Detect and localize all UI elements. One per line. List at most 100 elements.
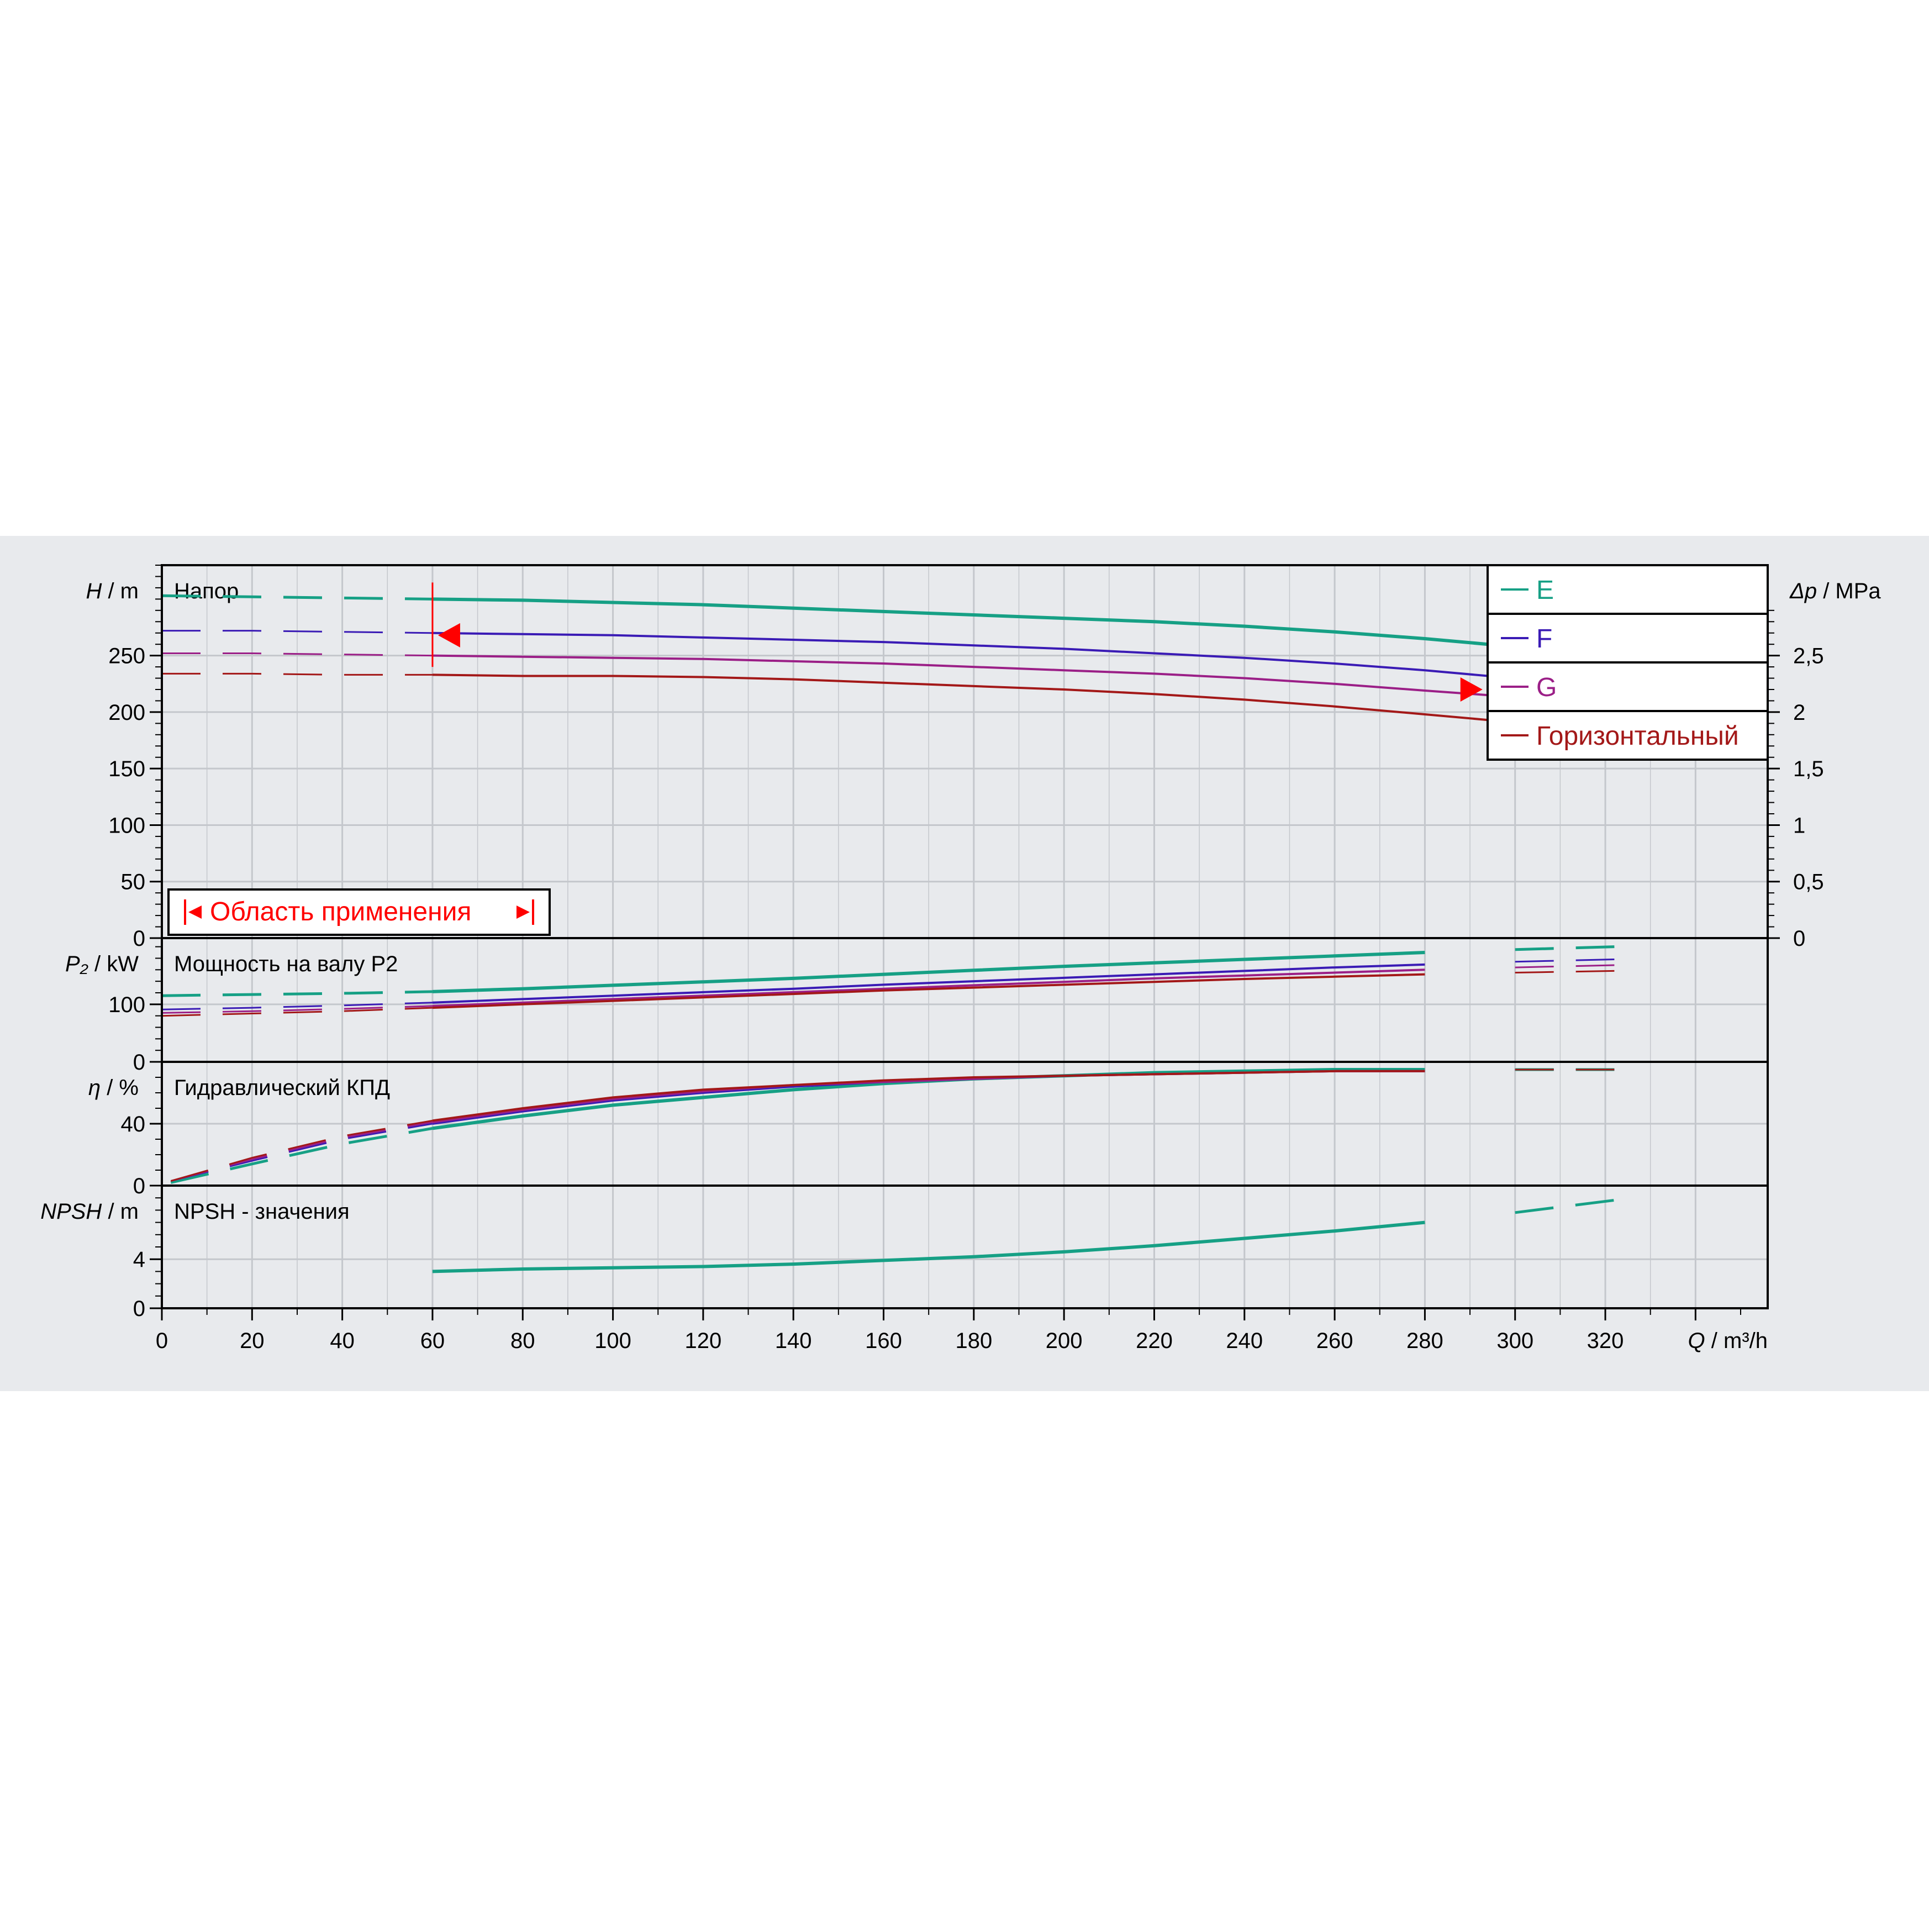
y-tick-label: 0 — [133, 926, 145, 951]
x-axis-label: Q / m³/h — [1688, 1329, 1768, 1353]
panel-npsh: 0 4 NPSH / m NPSH - значения — [40, 1185, 1769, 1321]
y-axis-symbol: NPSH — [40, 1199, 102, 1224]
y-tick-label: 0 — [133, 1297, 145, 1321]
series-line-F — [432, 631, 1488, 677]
series-line-Горизонтальный — [432, 973, 1425, 1009]
right-tick-label: 0,5 — [1793, 870, 1824, 894]
y-axis-unit: / % — [101, 1076, 139, 1100]
x-tick-label: 280 — [1406, 1329, 1443, 1353]
y-tick-label: 0 — [133, 1050, 145, 1075]
legend-label-E: E — [1536, 576, 1554, 605]
x-tick-label: 160 — [865, 1329, 902, 1353]
right-axis-symbol: Δp — [1789, 579, 1817, 603]
x-tick-label: 300 — [1496, 1329, 1533, 1353]
series-line-G — [432, 968, 1425, 1007]
panel-title: Гидравлический КПД — [174, 1076, 390, 1100]
y-tick-label: 100 — [108, 813, 145, 838]
y-tick-label: 250 — [108, 644, 145, 668]
panel-title: Напор — [174, 579, 239, 603]
x-tick-label: 140 — [775, 1329, 812, 1353]
panel-title: NPSH - значения — [174, 1199, 350, 1224]
y-axis-label: NPSH / m — [40, 1199, 139, 1224]
series-dashed-Горизонтальный — [170, 1119, 433, 1182]
x-tick-label: 220 — [1136, 1329, 1173, 1353]
series-line-E — [432, 1220, 1425, 1273]
x-tick-label: 200 — [1046, 1329, 1083, 1353]
y-tick-label: 4 — [133, 1247, 145, 1272]
y-axis-unit: / m — [102, 1199, 139, 1224]
series-line-E — [432, 951, 1425, 993]
panel-power: 0 100 P₂ / kW Мощность на валу P2 — [65, 937, 1769, 1075]
series-dashed-E — [1515, 945, 1615, 951]
series-dashed-G — [170, 1121, 433, 1182]
series-dashed-F — [1515, 959, 1615, 963]
x-tick-label: 20 — [240, 1329, 265, 1353]
x-tick-label: 120 — [685, 1329, 722, 1353]
y-tick-label: 150 — [108, 757, 145, 781]
series-line-Горизонтальный — [432, 673, 1488, 722]
y-tick-label: 40 — [121, 1112, 146, 1136]
y-tick-label: 100 — [108, 993, 145, 1017]
series-dashed-E — [170, 1126, 433, 1184]
application-range-box — [167, 888, 551, 936]
x-tick-label: 100 — [594, 1329, 631, 1353]
panel-title: Мощность на валу P2 — [174, 952, 398, 976]
series-dashed-F — [162, 630, 433, 634]
series-line-F — [432, 963, 1425, 1004]
right-tick-label: 1,5 — [1793, 757, 1824, 781]
x-tick-label: 0 — [156, 1329, 168, 1353]
right-axis-unit: / MPa — [1817, 579, 1881, 603]
x-axis-symbol: Q — [1688, 1329, 1705, 1353]
series-dashed-E — [161, 594, 433, 601]
y-axis-label: P₂ / kW — [65, 952, 139, 976]
series-line-Горизонтальный — [432, 1070, 1425, 1122]
y-tick-label: 200 — [108, 701, 145, 725]
x-tick-label: 320 — [1587, 1329, 1624, 1353]
application-range-label: Область применения — [210, 897, 471, 926]
y-tick-label: 0 — [133, 1174, 145, 1198]
series-dashed-E — [161, 990, 433, 997]
series-dashed-Горизонтальный — [1515, 970, 1615, 973]
y-axis-symbol: η — [88, 1076, 101, 1100]
y-axis-symbol: H — [86, 579, 102, 603]
application-range-arrow-right — [516, 906, 530, 919]
series-line-E — [432, 597, 1488, 646]
series-dashed-F — [170, 1123, 433, 1182]
panel-frame — [161, 1185, 1769, 1309]
y-tick-label: 50 — [121, 870, 146, 894]
legend-label-G: G — [1536, 673, 1557, 702]
x-axis-unit: / m³/h — [1705, 1329, 1768, 1353]
right-tick-label: 2,5 — [1793, 644, 1824, 668]
y-axis-label: η / % — [88, 1076, 139, 1100]
right-tick-label: 2 — [1793, 701, 1805, 725]
legend-label-F: F — [1536, 624, 1552, 654]
y-axis-unit: / kW — [88, 952, 139, 976]
y-axis-symbol: P₂ — [65, 952, 88, 976]
range-right-arrow — [1460, 677, 1483, 702]
right-tick-label: 1 — [1793, 813, 1805, 838]
x-tick-label: 40 — [330, 1329, 355, 1353]
y-axis-unit: / m — [102, 579, 139, 603]
right-tick-label: 0 — [1793, 926, 1805, 951]
y-axis-label: H / m — [86, 579, 139, 603]
x-tick-label: 60 — [420, 1329, 445, 1353]
x-tick-label: 180 — [955, 1329, 992, 1353]
x-tick-label: 80 — [510, 1329, 535, 1353]
series-dashed-F — [161, 1002, 433, 1010]
series-dashed-Горизонтальный — [162, 672, 433, 676]
series-dashed-E — [1515, 1197, 1624, 1214]
series-dashed-G — [162, 652, 433, 657]
series-line-G — [432, 654, 1488, 697]
application-range-arrow-left — [188, 906, 202, 919]
series-dashed-G — [1515, 964, 1615, 968]
series-dashed-Горизонтальный — [161, 1007, 433, 1017]
legend: EFG Горизонтальный — [1487, 564, 1769, 761]
x-tick-label: 260 — [1316, 1329, 1353, 1353]
x-tick-label: 240 — [1226, 1329, 1263, 1353]
range-left-arrow — [438, 623, 460, 647]
right-axis-label: Δp / MPa — [1789, 579, 1881, 603]
series-dashed-G — [161, 1005, 433, 1014]
legend-label-Горизонтальный: Горизонтальный — [1536, 722, 1739, 751]
